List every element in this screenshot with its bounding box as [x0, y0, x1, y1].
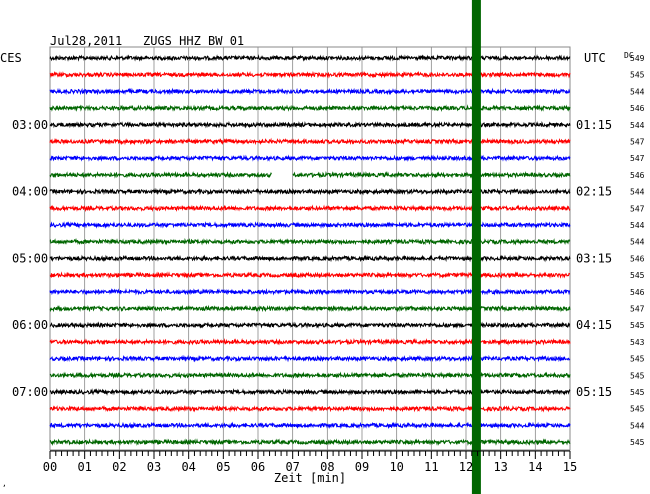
dc-value-label: 547: [630, 305, 645, 314]
left-time-label: 04:00: [12, 185, 48, 199]
dc-column-label: DC: [624, 51, 634, 60]
dc-value-label: 546: [630, 254, 645, 263]
right-time-label: 03:15: [576, 251, 612, 265]
x-tick-label: 10: [389, 460, 403, 474]
grid: [49, 46, 571, 451]
x-axis-label: Zeit [min]: [274, 471, 346, 485]
trace-line: [49, 371, 571, 380]
x-tick-label: 15: [563, 460, 577, 474]
right-time-label: 05:15: [576, 385, 612, 399]
x-tick-label: 11: [424, 460, 438, 474]
plot-frame: [49, 46, 571, 451]
trace-line: [49, 237, 571, 246]
trace-line: [49, 354, 571, 363]
date-label: Jul28,2011: [50, 34, 122, 48]
dc-value-label: 545: [630, 388, 645, 397]
dc-value-label: 547: [630, 204, 645, 213]
trace-line: [49, 87, 571, 96]
dc-value-label: 547: [630, 138, 645, 147]
trace-line: [49, 104, 571, 112]
trace-line: [49, 304, 571, 313]
dc-value-label: 546: [630, 104, 645, 113]
left-timezone-label: CES: [0, 51, 22, 65]
trace-line: [49, 187, 571, 196]
dc-value-label: 549: [630, 54, 645, 63]
trace-line: [49, 70, 571, 79]
dc-value-label: 546: [630, 171, 645, 180]
dc-value-label: 545: [630, 405, 645, 414]
dc-value-label: 544: [630, 221, 645, 230]
x-axis: 00 01 02 03 04 05 06 07 08 09 10 11 12 13 14 15: [43, 450, 577, 474]
trace-line: [49, 137, 571, 146]
dc-value-label: 544: [630, 87, 645, 96]
left-time-label: 06:00: [12, 318, 48, 332]
trace-line: [49, 287, 571, 296]
trace-line: [49, 54, 571, 62]
x-tick-label: 07: [285, 460, 299, 474]
traces: [49, 54, 571, 447]
event-marker: [471, 0, 481, 494]
trace-line: [49, 271, 571, 279]
dc-value-label: 545: [630, 71, 645, 80]
dc-value-label: 545: [630, 355, 645, 364]
trace-line: [49, 254, 571, 263]
dc-value-label: 544: [630, 238, 645, 247]
station-label: ZUGS HHZ BW 01: [143, 34, 244, 48]
dc-value-label: 543: [630, 338, 645, 347]
dc-value-label: 545: [630, 321, 645, 330]
dc-value-label: 545: [630, 371, 645, 380]
trace-line: [49, 321, 571, 329]
x-tick-label: 05: [216, 460, 230, 474]
trace-line: [49, 404, 571, 413]
dc-value-label: 545: [630, 271, 645, 280]
x-tick-label: 00: [43, 460, 57, 474]
trace-line: [49, 154, 571, 162]
trace-line: [49, 337, 571, 346]
x-tick-label: 14: [528, 460, 542, 474]
marker-layer: [471, 0, 481, 494]
dc-value-labels: 549 545 544 546 544 547 547 546 544 547 544 544 546 5…: [630, 54, 645, 447]
right-time-labels: 01:15 02:15 03:15 04:15 05:15: [576, 118, 612, 399]
x-tick-label: 09: [355, 460, 369, 474]
right-time-label: 01:15: [576, 118, 612, 132]
x-tick-label: 12: [459, 460, 473, 474]
right-time-label: 04:15: [576, 318, 612, 332]
trace-line: [49, 170, 571, 179]
x-tick-label: 02: [112, 460, 126, 474]
left-time-label: 05:00: [12, 251, 48, 265]
dc-value-label: 544: [630, 121, 645, 130]
x-tick-label: 08: [320, 460, 334, 474]
dc-value-label: 545: [630, 438, 645, 447]
trace-line: [49, 438, 571, 447]
corner-mark: ‚: [2, 479, 7, 488]
x-tick-label: 06: [251, 460, 265, 474]
x-tick-label: 04: [181, 460, 195, 474]
left-time-label: 07:00: [12, 385, 48, 399]
dc-value-label: 547: [630, 154, 645, 163]
trace-line: [49, 120, 571, 129]
dc-value-label: 546: [630, 288, 645, 297]
dc-value-label: 544: [630, 421, 645, 430]
x-tick-label: 13: [493, 460, 507, 474]
right-timezone-label: UTC: [584, 51, 606, 65]
trace-line: [49, 421, 571, 430]
dc-value-label: 544: [630, 188, 645, 197]
x-tick-label: 01: [77, 460, 91, 474]
trace-line: [49, 204, 571, 213]
x-tick-label: 03: [147, 460, 161, 474]
trace-line: [49, 388, 571, 396]
left-time-label: 03:00: [12, 118, 48, 132]
right-time-label: 02:15: [576, 185, 612, 199]
trace-line: [49, 221, 571, 229]
left-time-labels: 03:00 04:00 05:00 06:00 07:00: [12, 118, 48, 399]
